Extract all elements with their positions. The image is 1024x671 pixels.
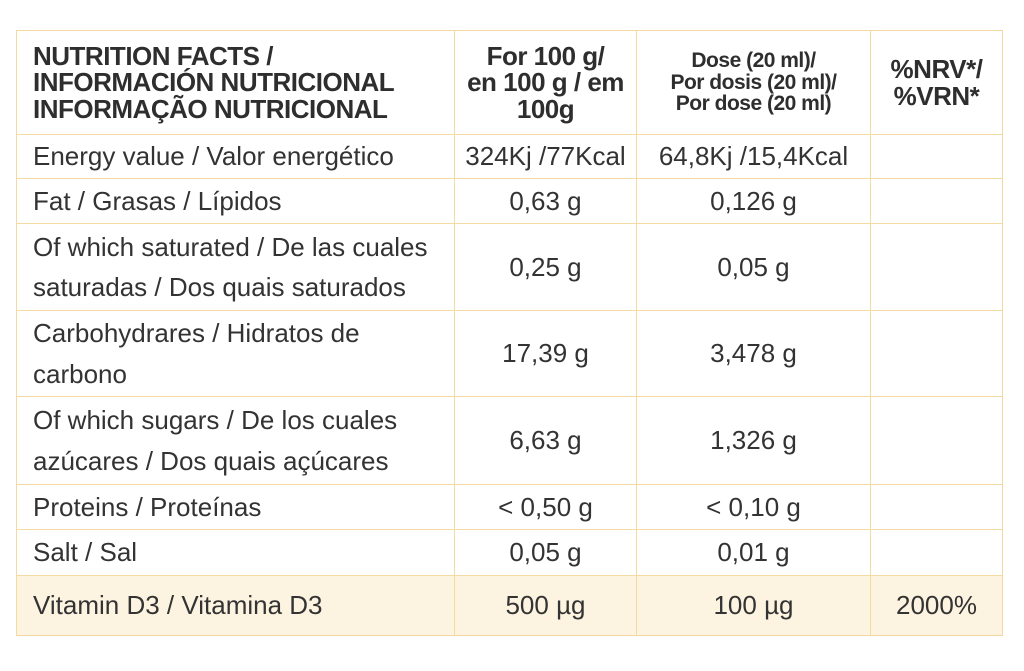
value-per-dose: 1,326 g <box>636 396 871 485</box>
header-line: INFORMAÇÃO NUTRICIONAL <box>33 93 388 124</box>
table-header-row: NUTRITION FACTS / INFORMACIÓN NUTRICIONA… <box>16 30 1003 135</box>
value-per-100g: 17,39 g <box>454 310 637 397</box>
header-line: Por dosis (20 ml)/ <box>670 70 837 94</box>
table-row-fat: Fat / Grasas / Lípidos 0,63 g 0,126 g <box>16 178 1003 224</box>
value-per-dose: 3,478 g <box>636 310 871 397</box>
header-line: 100g <box>516 93 575 124</box>
nutrient-name-line: Of which saturated / De las cuales <box>33 231 428 262</box>
nutrient-name-line: Of which sugars / De los cuales <box>33 405 398 436</box>
header-line: %NRV*/ <box>890 53 983 84</box>
value-nrv <box>870 396 1003 485</box>
value-per-100g: 0,05 g <box>454 529 637 576</box>
header-line: en 100 g / em <box>467 67 624 98</box>
nutrient-name: Of which sugars / De los cuales azúcares… <box>16 396 455 485</box>
value-nrv <box>870 310 1003 397</box>
value-per-dose: 0,126 g <box>636 178 871 224</box>
nutrient-name: Fat / Grasas / Lípidos <box>16 178 455 224</box>
value-per-dose: 0,05 g <box>636 223 871 311</box>
table-row-proteins: Proteins / Proteínas < 0,50 g < 0,10 g <box>16 484 1003 530</box>
value-nrv <box>870 178 1003 224</box>
nutrient-name-line: Salt / Sal <box>33 537 138 568</box>
value-nrv <box>870 484 1003 530</box>
header-nutrition-facts: NUTRITION FACTS / INFORMACIÓN NUTRICIONA… <box>16 30 455 135</box>
value-per-100g: 0,25 g <box>454 223 637 311</box>
nutrient-name-line: azúcares / Dos quais açúcares <box>33 445 389 476</box>
nutrient-name: Of which saturated / De las cuales satur… <box>16 223 455 311</box>
nutrient-name-line: Carbohydrares / Hidratos de <box>33 318 360 349</box>
header-line: Dose (20 ml)/ <box>691 49 816 73</box>
value-nrv: 2000% <box>870 575 1003 636</box>
value-per-dose: 0,01 g <box>636 529 871 576</box>
nutrient-name: Vitamin D3 / Vitamina D3 <box>16 575 455 636</box>
header-line: NUTRITION FACTS / <box>33 40 273 71</box>
nutrient-name: Energy value / Valor energético <box>16 134 455 179</box>
value-per-100g: 500 µg <box>454 575 637 636</box>
value-per-100g: 0,63 g <box>454 178 637 224</box>
nutrient-name-line: Proteins / Proteínas <box>33 491 262 522</box>
header-nrv: %NRV*/ %VRN* <box>870 30 1003 135</box>
header-line: For 100 g/ <box>486 40 605 71</box>
nutrient-name: Proteins / Proteínas <box>16 484 455 530</box>
nutrient-name: Salt / Sal <box>16 529 455 576</box>
header-line: Por dose (20 ml) <box>675 92 832 116</box>
table-row-sugars: Of which sugars / De los cuales azúcares… <box>16 396 1003 485</box>
nutrition-facts-table: NUTRITION FACTS / INFORMACIÓN NUTRICIONA… <box>16 30 1003 636</box>
header-line: INFORMACIÓN NUTRICIONAL <box>33 67 395 98</box>
value-per-dose: 100 µg <box>636 575 871 636</box>
header-per-100g: For 100 g/ en 100 g / em 100g <box>454 30 637 135</box>
table-row-energy: Energy value / Valor energético 324Kj /7… <box>16 134 1003 179</box>
header-line: %VRN* <box>893 80 980 111</box>
value-per-100g: 324Kj /77Kcal <box>454 134 637 179</box>
nutrient-name-line: Energy value / Valor energético <box>33 141 394 172</box>
nutrient-name-line: carbono <box>33 358 127 389</box>
header-per-dose: Dose (20 ml)/ Por dosis (20 ml)/ Por dos… <box>636 30 871 135</box>
table-row-vitamin-d3: Vitamin D3 / Vitamina D3 500 µg 100 µg 2… <box>16 575 1003 636</box>
value-per-100g: 6,63 g <box>454 396 637 485</box>
nutrient-name-line: Fat / Grasas / Lípidos <box>33 185 282 216</box>
table-row-carbohydrates: Carbohydrares / Hidratos de carbono 17,3… <box>16 310 1003 397</box>
value-nrv <box>870 134 1003 179</box>
value-nrv <box>870 223 1003 311</box>
value-per-100g: < 0,50 g <box>454 484 637 530</box>
value-per-dose: 64,8Kj /15,4Kcal <box>636 134 871 179</box>
value-per-dose: < 0,10 g <box>636 484 871 530</box>
table-row-salt: Salt / Sal 0,05 g 0,01 g <box>16 529 1003 576</box>
nutrient-name-line: saturadas / Dos quais saturados <box>33 272 406 302</box>
nutrient-name: Carbohydrares / Hidratos de carbono <box>16 310 455 397</box>
table-row-saturated: Of which saturated / De las cuales satur… <box>16 223 1003 311</box>
nutrient-name-line: Vitamin D3 / Vitamina D3 <box>33 590 323 621</box>
value-nrv <box>870 529 1003 576</box>
